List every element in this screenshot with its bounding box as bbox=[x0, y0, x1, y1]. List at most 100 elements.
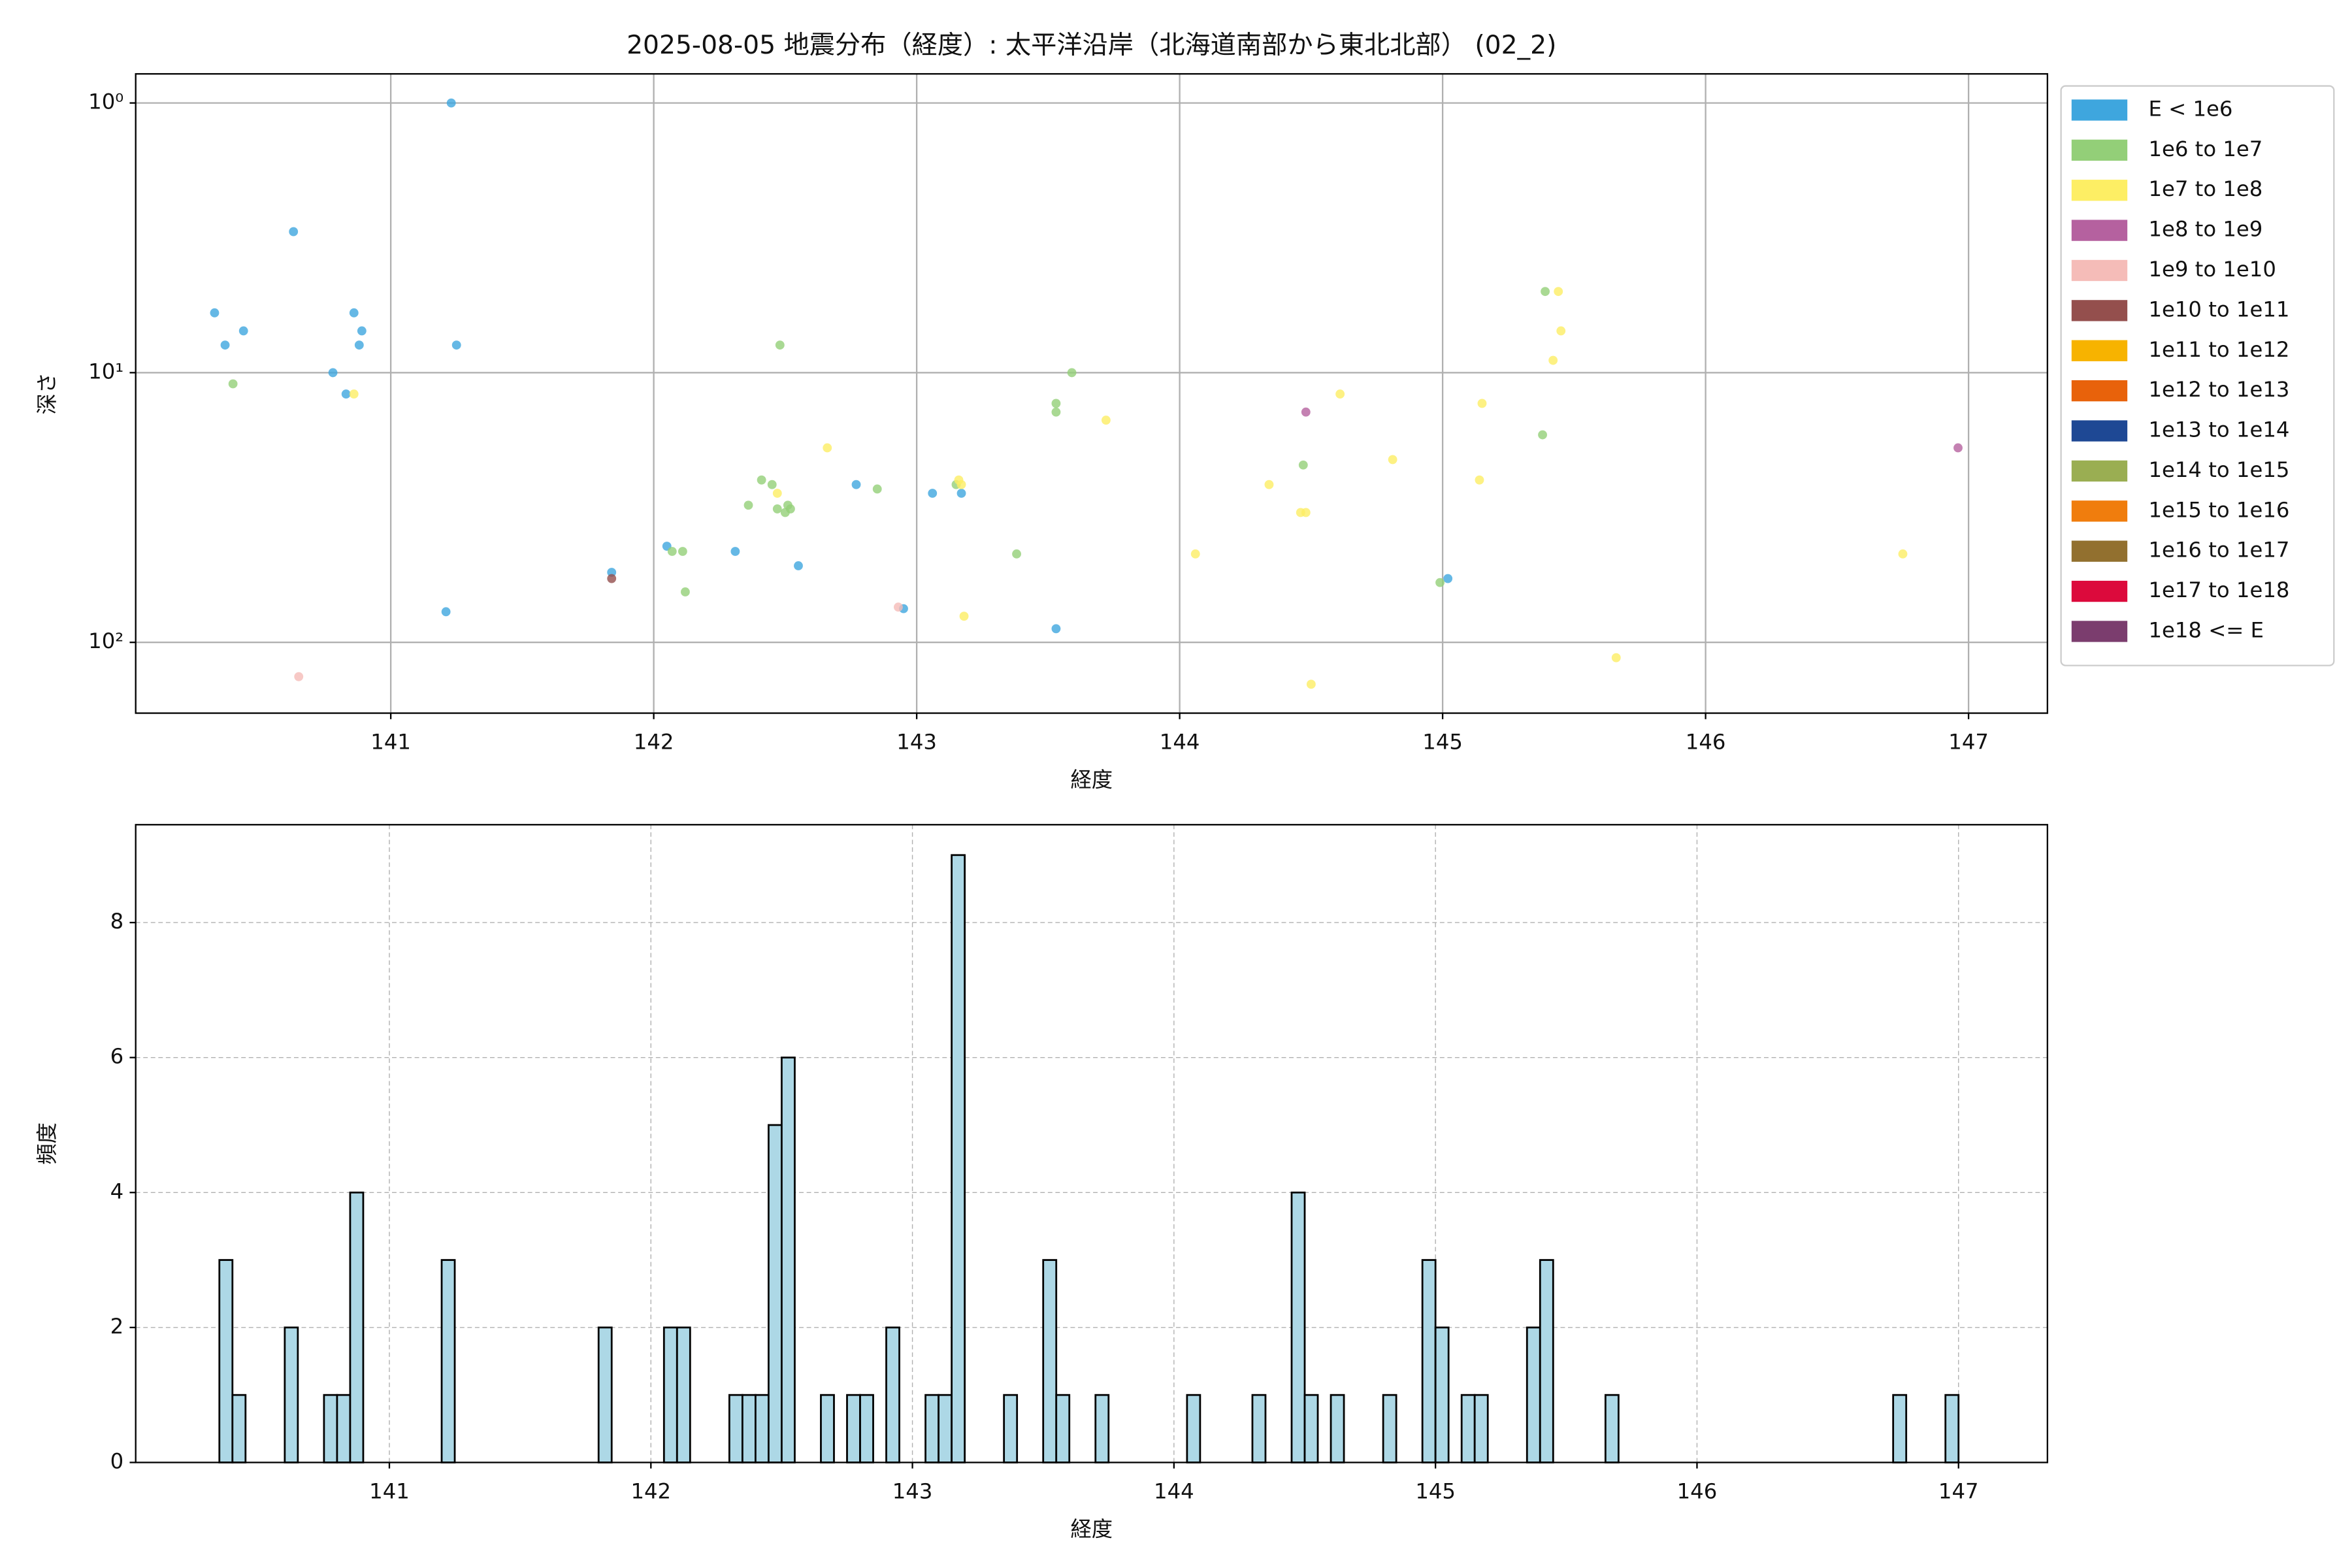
bar bbox=[728, 1394, 743, 1463]
legend-label: 1e13 to 1e14 bbox=[2148, 417, 2289, 442]
point bbox=[785, 504, 795, 514]
bar bbox=[885, 1326, 900, 1463]
point bbox=[1301, 508, 1311, 517]
bar bbox=[1526, 1326, 1541, 1463]
x-tick-label: 144 bbox=[1160, 730, 1200, 755]
bar bbox=[1290, 1191, 1306, 1463]
legend-label: 1e11 to 1e12 bbox=[2148, 337, 2289, 362]
point bbox=[928, 489, 938, 498]
point bbox=[1477, 399, 1487, 408]
legend-label: 1e14 to 1e15 bbox=[2148, 457, 2289, 482]
y-tick-label: 8 bbox=[110, 909, 124, 934]
point bbox=[678, 547, 687, 556]
bar bbox=[951, 854, 966, 1463]
point bbox=[757, 475, 766, 485]
x-axis-label: 経度 bbox=[1070, 1516, 1113, 1541]
point bbox=[1388, 455, 1397, 465]
legend-label: 1e15 to 1e16 bbox=[2148, 497, 2289, 522]
bar bbox=[218, 1259, 234, 1463]
point bbox=[894, 602, 903, 612]
point bbox=[872, 484, 882, 494]
legend-swatch bbox=[2071, 139, 2128, 161]
bar bbox=[662, 1326, 678, 1463]
point bbox=[607, 574, 617, 583]
legend-label: E < 1e6 bbox=[2148, 96, 2232, 121]
legend-swatch bbox=[2071, 500, 2128, 522]
x-tick-label: 145 bbox=[1422, 730, 1463, 755]
point bbox=[667, 547, 677, 556]
point bbox=[1554, 287, 1563, 297]
point bbox=[1548, 355, 1558, 365]
x-tick-label: 142 bbox=[634, 730, 674, 755]
y-tick-label: 4 bbox=[110, 1179, 124, 1203]
point bbox=[210, 308, 220, 318]
bar bbox=[1604, 1394, 1620, 1463]
bar bbox=[1892, 1394, 1908, 1463]
legend-label: 1e17 to 1e18 bbox=[2148, 578, 2289, 602]
bar bbox=[1473, 1394, 1489, 1463]
bar bbox=[820, 1394, 835, 1463]
y-tick-label: 2 bbox=[110, 1314, 124, 1339]
bar bbox=[1382, 1394, 1397, 1463]
legend-swatch bbox=[2071, 340, 2128, 361]
bar bbox=[323, 1394, 338, 1463]
legend-swatch bbox=[2071, 99, 2128, 121]
point bbox=[220, 340, 230, 350]
legend-swatch bbox=[2071, 300, 2128, 321]
point bbox=[959, 612, 969, 621]
point bbox=[341, 389, 351, 399]
bar bbox=[597, 1326, 613, 1463]
point bbox=[794, 561, 803, 570]
point bbox=[1101, 416, 1111, 425]
x-tick-label: 146 bbox=[1677, 1479, 1718, 1504]
point bbox=[451, 340, 461, 350]
x-tick-label: 143 bbox=[892, 1479, 933, 1504]
point bbox=[772, 504, 782, 514]
point bbox=[441, 607, 451, 617]
point bbox=[743, 500, 753, 510]
x-tick-label: 142 bbox=[630, 1479, 671, 1504]
legend-swatch bbox=[2071, 580, 2128, 602]
bar bbox=[349, 1191, 365, 1463]
legend-label: 1e6 to 1e7 bbox=[2148, 137, 2262, 161]
y-tick-label: 10² bbox=[88, 629, 123, 653]
legend-label: 1e18 <= E bbox=[2148, 617, 2264, 642]
legend-swatch bbox=[2071, 420, 2128, 442]
point bbox=[1051, 624, 1061, 634]
point bbox=[238, 326, 248, 336]
plot-frame bbox=[135, 824, 2048, 1463]
bar bbox=[781, 1056, 796, 1463]
legend-label: 1e10 to 1e11 bbox=[2148, 297, 2289, 321]
bar bbox=[924, 1394, 939, 1463]
point bbox=[289, 227, 299, 237]
point bbox=[1335, 389, 1345, 399]
bar bbox=[1303, 1394, 1319, 1463]
bar bbox=[231, 1394, 247, 1463]
x-tick-label: 147 bbox=[1948, 730, 1989, 755]
y-axis-label: 深さ bbox=[35, 372, 59, 415]
legend-label: 1e16 to 1e17 bbox=[2148, 538, 2289, 563]
bar bbox=[1042, 1259, 1058, 1463]
bar bbox=[859, 1394, 874, 1463]
point bbox=[1306, 679, 1316, 689]
y-tick-label: 6 bbox=[110, 1044, 124, 1069]
point bbox=[228, 379, 238, 389]
bar bbox=[938, 1394, 953, 1463]
legend-swatch bbox=[2071, 380, 2128, 402]
point bbox=[775, 340, 785, 350]
point bbox=[354, 340, 364, 350]
y-tick-label: 10¹ bbox=[88, 359, 123, 384]
bar bbox=[846, 1394, 861, 1463]
legend-label: 1e9 to 1e10 bbox=[2148, 257, 2276, 282]
x-tick-label: 144 bbox=[1154, 1479, 1194, 1504]
point bbox=[1435, 578, 1445, 587]
bar bbox=[1434, 1326, 1450, 1463]
point bbox=[956, 480, 966, 489]
bar bbox=[1460, 1394, 1476, 1463]
point bbox=[1556, 326, 1566, 336]
legend-swatch bbox=[2071, 220, 2128, 241]
point bbox=[1067, 368, 1077, 378]
point bbox=[1264, 480, 1274, 489]
bar bbox=[284, 1326, 299, 1463]
